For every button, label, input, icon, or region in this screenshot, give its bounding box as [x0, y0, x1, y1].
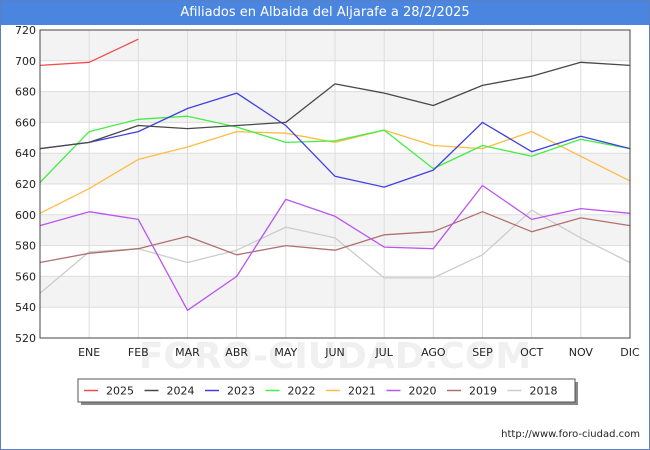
y-tick-label: 540: [15, 301, 36, 314]
y-tick-label: 600: [15, 209, 36, 222]
legend-label-2025: 2025: [106, 385, 134, 398]
legend-label-2021: 2021: [348, 385, 376, 398]
series-line-2023: [39, 92, 631, 188]
series-line-2022: [39, 115, 631, 183]
y-tick-label: 580: [15, 240, 36, 253]
series-lines: [39, 38, 631, 311]
series-line-2019: [39, 211, 631, 264]
y-tick-label: 640: [15, 147, 36, 160]
series-line-2021: [39, 129, 631, 214]
series-line-2025: [39, 38, 139, 67]
plot-border: [39, 29, 631, 339]
legend-label-2018: 2018: [530, 385, 558, 398]
watermark: FORO-CIUDAD.COM: [139, 336, 531, 377]
legend-label-2022: 2022: [288, 385, 316, 398]
x-tick-label: OCT: [520, 346, 543, 359]
legend-label-2024: 2024: [167, 385, 195, 398]
x-tick-label: ABR: [225, 346, 248, 359]
y-tick-label: 680: [15, 86, 36, 99]
y-tick-label: 520: [15, 332, 36, 345]
source-url[interactable]: http://www.foro-ciudad.com: [501, 429, 640, 440]
x-tick-label: MAY: [274, 346, 297, 359]
legend-label-2023: 2023: [227, 385, 255, 398]
legend: 2025 2024 2023 2022 2021 2020 2019 2018: [77, 378, 578, 405]
chart-title: Afiliados en Albaida del Aljarafe a 28/2…: [1, 1, 649, 25]
x-tick-label: DIC: [620, 346, 640, 359]
y-tick-label: 660: [15, 116, 36, 129]
y-axis-ticks: 520 540 560 580 600 620 640 660 680 700 720: [15, 24, 36, 345]
series-line-2024: [39, 61, 631, 150]
x-tick-label: SEP: [472, 346, 493, 359]
y-tick-label: 560: [15, 270, 36, 283]
series-line-2020: [39, 184, 631, 311]
x-tick-label: FEB: [128, 346, 149, 359]
x-tick-label: NOV: [569, 346, 594, 359]
x-tick-label: JUN: [324, 346, 345, 359]
x-tick-label: MAR: [175, 346, 200, 359]
x-tick-label: JUL: [374, 346, 393, 359]
x-axis-ticks: ENE FEB MAR ABR MAY JUN JUL AGO SEP OCT NOV DIC: [78, 346, 640, 359]
x-tick-label: ENE: [78, 346, 100, 359]
legend-label-2019: 2019: [469, 385, 497, 398]
legend-label-2020: 2020: [409, 385, 437, 398]
y-tick-label: 700: [15, 55, 36, 68]
x-tick-label: AGO: [421, 346, 446, 359]
y-tick-label: 720: [15, 24, 36, 37]
y-tick-label: 620: [15, 178, 36, 191]
